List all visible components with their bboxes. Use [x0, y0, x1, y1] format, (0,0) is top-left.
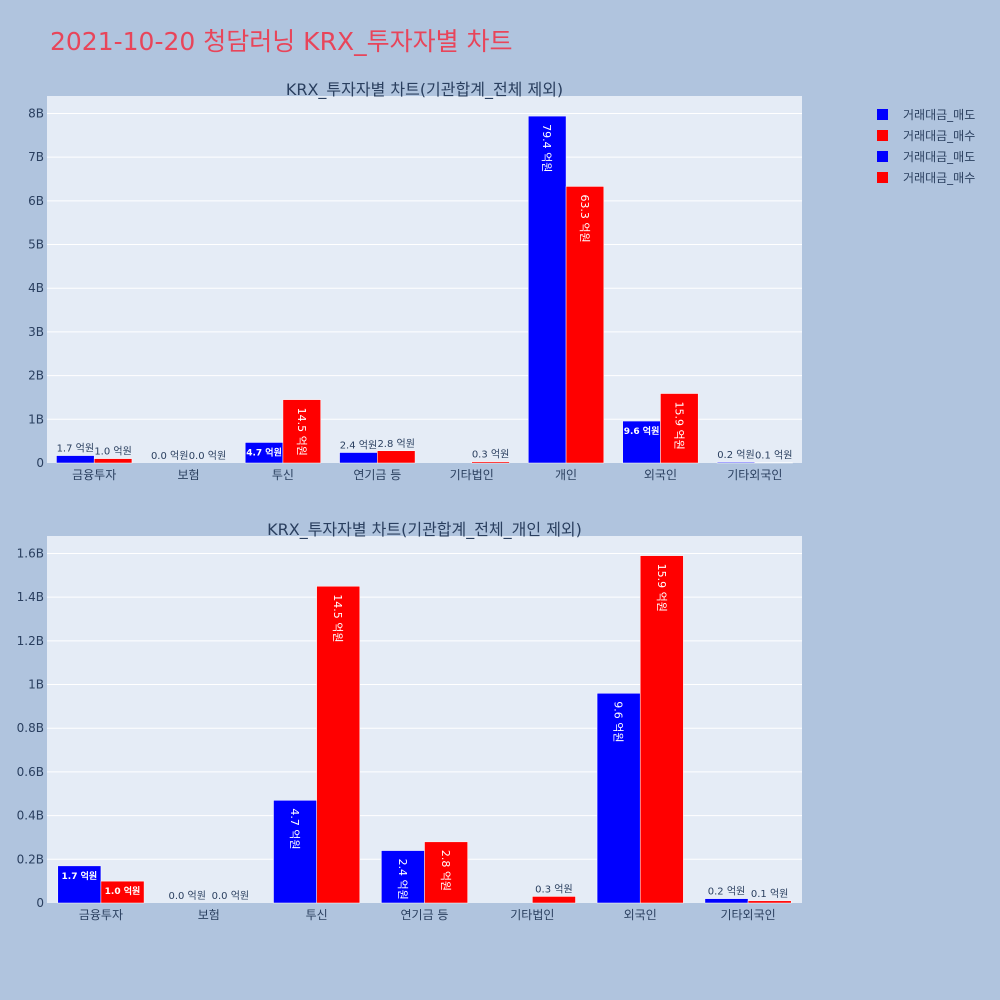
bar-buy [100, 880, 145, 904]
bar-label: 1.0 억원 [94, 446, 131, 458]
bar-label: 15.9 억원 [672, 402, 685, 450]
y-tick-label: 1.6B [17, 546, 44, 560]
x-tick-label: 연기금 등 [353, 468, 401, 482]
bar-buy [282, 399, 321, 464]
x-tick-label: 외국인 [624, 908, 657, 922]
y-tick-label: 0 [36, 896, 44, 910]
y-tick-label: 0.2B [17, 852, 44, 866]
y-tick-label: 0.6B [17, 765, 44, 779]
bar-label: 9.6 억원 [612, 701, 625, 742]
chart-title: KRX_투자자별 차트(기관합계_전체 제외) [286, 80, 563, 100]
legend-swatch [877, 130, 888, 141]
x-tick-label: 금융투자 [72, 468, 116, 482]
bar-buy [639, 555, 684, 904]
y-tick-label: 1B [28, 412, 44, 426]
bar-sell [381, 850, 425, 904]
bar-label: 1.0 억원 [105, 885, 141, 897]
y-tick-label: 3B [28, 325, 44, 339]
y-tick-label: 1.4B [17, 590, 44, 604]
chart-title: KRX_투자자별 차트(기관합계_전체_개인 제외) [267, 520, 582, 540]
bar-sell [528, 115, 567, 464]
bar-buy [532, 896, 576, 904]
x-tick-label: 기타법인 [510, 908, 554, 922]
bar-sell [56, 455, 95, 464]
chart-2: 0 0.2B 0.4B 0.6B 0.8B 1B 1.2B 1.4B 1.6B KRX_투자자별 … [17, 520, 802, 922]
y-tick-label: 2B [28, 369, 44, 383]
x-tick-label: 보험 [178, 468, 200, 482]
chart-1: 0 1B 2B 3B 4B 5B 6B 7B 8B KRX_투자자별 차트(기관합계_전체 제외)… [28, 80, 802, 482]
y-tick-label: 7B [28, 150, 44, 164]
y-tick-label: 1B [28, 678, 44, 692]
bar-sell [596, 693, 641, 904]
bar-sell [57, 865, 102, 904]
bar-label: 2.8 억원 [377, 438, 414, 450]
x-tick-label: 기타외국인 [727, 468, 782, 482]
x-tick-label: 외국인 [644, 468, 677, 482]
legend-label: 거래대금_매도 [903, 150, 975, 164]
legend-label: 거래대금_매도 [903, 108, 975, 122]
y-tick-label: 8B [28, 106, 44, 120]
bar-label: 0.2 억원 [717, 449, 754, 461]
bar-sell [704, 898, 749, 904]
bar-label: 15.9 억원 [655, 564, 668, 612]
bar-label: 0.3 억원 [535, 883, 572, 895]
bar-label: 0.0 억원 [151, 450, 188, 462]
bar-sell [339, 452, 378, 464]
bar-label: 0.2 억원 [708, 886, 745, 898]
bar-label: 14.5 억원 [331, 594, 344, 642]
y-tick-label: 0 [36, 456, 44, 470]
bar-label: 0.1 억원 [751, 888, 788, 900]
bar-label: 1.7 억원 [57, 443, 94, 455]
x-tick-label: 투신 [272, 468, 294, 482]
y-tick-label: 6B [28, 194, 44, 208]
x-tick-label: 금융투자 [79, 908, 123, 922]
bar-label: 0.0 억원 [189, 450, 226, 462]
x-tick-label: 기타외국인 [720, 908, 775, 922]
x-tick-label: 개인 [555, 468, 577, 482]
bar-label: 0.3 억원 [472, 449, 509, 461]
bar-buy [93, 458, 133, 464]
bar-sell [273, 800, 317, 904]
bar-label: 9.6 억원 [624, 425, 660, 437]
legend-swatch [877, 109, 888, 120]
bar-buy [377, 450, 416, 464]
x-tick-label: 기타법인 [450, 468, 494, 482]
bar-label: 0.0 억원 [212, 890, 249, 902]
y-tick-label: 5B [28, 238, 44, 252]
x-tick-label: 보험 [198, 908, 220, 922]
bar-sell [716, 461, 756, 464]
bar-buy [471, 461, 510, 464]
bar-label: 14.5 억원 [295, 408, 308, 456]
bar-buy [424, 841, 468, 904]
bar-label: 4.7 억원 [246, 446, 282, 458]
legend-label: 거래대금_매수 [903, 171, 975, 185]
bar-buy [660, 393, 699, 464]
bar-buy [565, 186, 605, 464]
bar-buy [316, 585, 361, 904]
bar-label: 63.3 억원 [578, 194, 591, 242]
y-tick-label: 4B [28, 281, 44, 295]
bar-label: 79.4 억원 [540, 124, 553, 172]
legend-swatch [877, 172, 888, 183]
bar-label: 0.0 억원 [168, 890, 205, 902]
bar-label: 2.4 억원 [396, 859, 409, 900]
page-title: 2021-10-20 청담러닝 KRX_투자자별 차트 [50, 27, 513, 56]
bar-label: 0.1 억원 [755, 450, 792, 462]
bar-buy [747, 900, 792, 904]
x-tick-label: 투신 [306, 908, 328, 922]
y-tick-label: 1.2B [17, 634, 44, 648]
bar-label: 4.7 억원 [288, 808, 301, 849]
bar-label: 1.7 억원 [62, 870, 98, 882]
legend-swatch [877, 151, 888, 162]
legend-label: 거래대금_매수 [903, 129, 975, 143]
x-tick-label: 연기금 등 [401, 908, 449, 922]
bar-label: 2.8 억원 [439, 850, 452, 891]
bar-label: 2.4 억원 [340, 440, 377, 452]
y-tick-label: 0.4B [17, 809, 44, 823]
y-tick-label: 0.8B [17, 721, 44, 735]
